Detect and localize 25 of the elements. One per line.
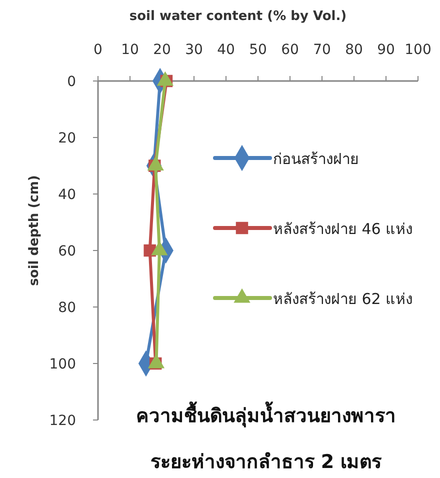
y-tick-label: 100 bbox=[49, 356, 76, 372]
x-tick-label: 90 bbox=[377, 42, 395, 58]
y-tick-label: 0 bbox=[67, 74, 76, 90]
y-tick-label: 120 bbox=[49, 413, 76, 429]
x-tick-label: 100 bbox=[404, 42, 432, 58]
y-tick-label: 20 bbox=[58, 130, 76, 146]
legend-label: หลังสร้างฝาย 62 แห่ง bbox=[273, 290, 413, 308]
x-tick-label: 50 bbox=[249, 42, 267, 58]
legend-label: หลังสร้างฝาย 46 แห่ง bbox=[273, 220, 413, 238]
text: ระยะห่างจากลำธาร 2 เมตร bbox=[150, 451, 383, 473]
x-axis-title: soil water content (% by Vol.) bbox=[129, 9, 347, 24]
y-tick-label: 80 bbox=[58, 300, 76, 316]
x-tick-label: 60 bbox=[281, 42, 299, 58]
x-tick-label: 40 bbox=[217, 42, 235, 58]
text: ความชื้นดินลุ่มน้ำสวนยางพารา bbox=[136, 401, 396, 428]
x-tick-label: 80 bbox=[345, 42, 363, 58]
y-tick-label: 60 bbox=[58, 244, 76, 260]
y-tick-label: 40 bbox=[58, 187, 76, 203]
x-tick-label: 70 bbox=[313, 42, 331, 58]
x-tick-label: 0 bbox=[94, 42, 102, 58]
x-tick-label: 20 bbox=[153, 42, 171, 58]
y-axis-title: soil depth (cm) bbox=[27, 175, 42, 286]
x-tick-label: 10 bbox=[121, 42, 139, 58]
x-tick-label: 30 bbox=[185, 42, 203, 58]
legend-label: ก่อนสร้างฝาย bbox=[273, 150, 359, 168]
